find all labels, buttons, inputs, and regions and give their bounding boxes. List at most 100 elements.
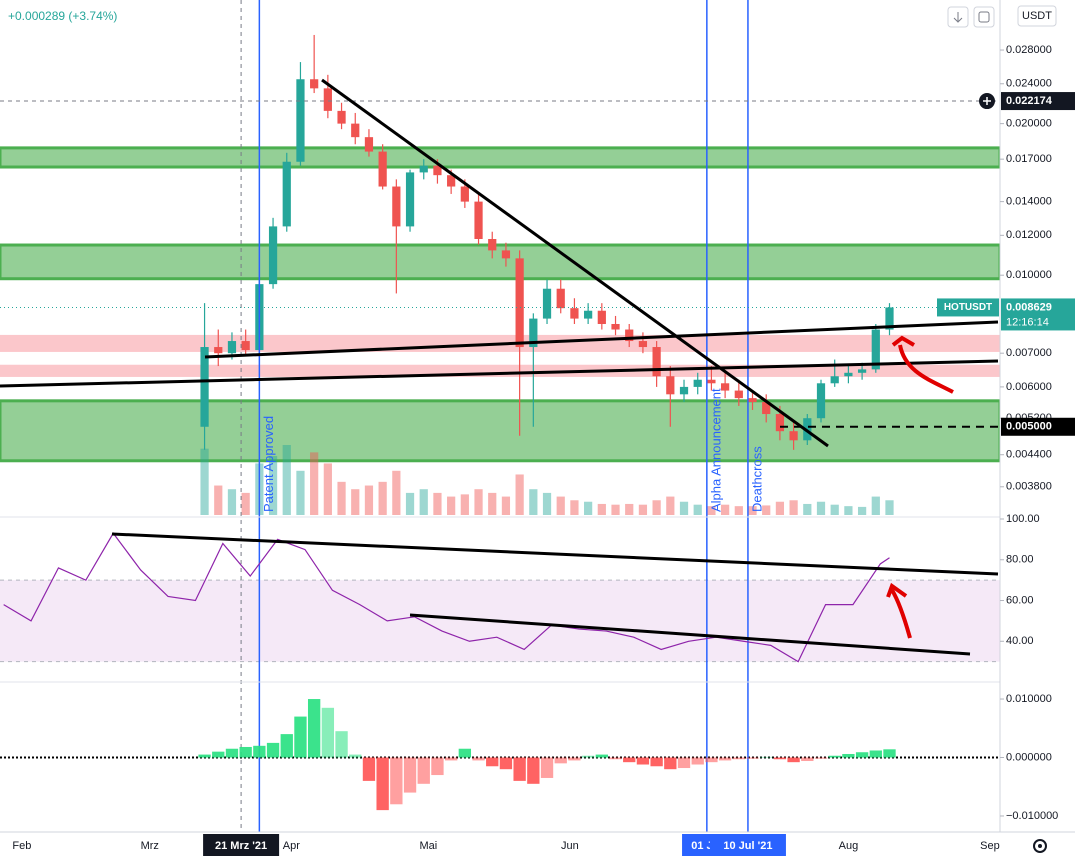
candle-body <box>542 288 552 319</box>
candle-body <box>227 341 237 354</box>
volume-bar <box>816 501 826 515</box>
candle-body <box>296 79 305 162</box>
candle-body <box>529 318 538 348</box>
candle-body <box>693 379 702 387</box>
histogram-bar <box>814 757 828 759</box>
histogram-bar <box>266 742 280 758</box>
crosshair-label: 0.022174 <box>1006 95 1053 107</box>
histogram-bar <box>225 748 239 758</box>
histogram-bar <box>869 750 882 758</box>
candle-body <box>200 347 209 427</box>
x-tick-label: Aug <box>839 840 859 852</box>
histogram-bar <box>540 757 554 778</box>
candle-body <box>762 401 771 415</box>
candle-body <box>474 201 483 240</box>
volume-bar <box>405 492 415 515</box>
volume-bar <box>734 506 743 515</box>
candle-body <box>707 379 716 384</box>
histogram-bar <box>787 757 800 763</box>
volume-bar <box>652 500 661 515</box>
candle-body <box>570 308 579 319</box>
volume-bar <box>323 463 332 515</box>
candle-body <box>282 161 291 227</box>
y-tick-label: −0.010000 <box>1006 810 1058 822</box>
x-tick-label: Jun <box>561 840 579 852</box>
histogram-bar <box>253 745 266 758</box>
candle-body <box>337 110 346 124</box>
candle-body <box>611 323 620 330</box>
volume-bar <box>529 489 538 515</box>
volume-bar <box>625 503 634 515</box>
volume-bar <box>638 504 648 515</box>
histogram-bar <box>595 754 608 758</box>
candle-body <box>310 79 319 89</box>
last-price-label: 0.008629 <box>1006 301 1052 313</box>
histogram-bar <box>513 757 526 781</box>
histogram-bar <box>568 757 581 761</box>
currency-button[interactable] <box>1017 5 1057 27</box>
histogram-bar <box>828 755 841 758</box>
volume-bar <box>200 448 209 515</box>
candle-body <box>734 390 743 399</box>
drawings <box>0 78 999 656</box>
settings-button[interactable] <box>1033 839 1047 853</box>
candle-body <box>214 347 223 354</box>
candle-body <box>885 307 894 330</box>
zone <box>0 399 1002 463</box>
event-label: Deathcross <box>749 446 764 512</box>
candle-body <box>488 239 497 251</box>
candle-body <box>789 431 798 441</box>
y-tick-label: 0.006000 <box>1006 381 1052 393</box>
trend-line <box>409 613 971 656</box>
histogram-bar <box>472 757 485 761</box>
candle-body <box>405 172 415 227</box>
volume-bar <box>789 500 798 515</box>
volume-bar <box>666 496 675 515</box>
candle-body <box>638 341 648 348</box>
histogram-bar <box>623 757 636 763</box>
last-price-box <box>1001 298 1075 331</box>
axes: 0.028000 0.024000 0.020000 0.017000 0.014000… <box>12 44 1075 856</box>
histogram-bar <box>773 757 787 760</box>
candle-body <box>816 383 826 419</box>
candle-body <box>844 372 853 377</box>
price-change: +0.000289 (+3.74%) <box>8 9 117 23</box>
histogram-bar <box>705 757 718 763</box>
histogram-bar <box>499 757 513 770</box>
x-tick-label: Sep <box>980 840 1000 852</box>
volume-bar <box>227 489 237 515</box>
candle-body <box>625 329 634 342</box>
rsi-line <box>3 532 890 663</box>
candle-body <box>830 376 839 384</box>
candle-body <box>364 137 374 152</box>
fullscreen-button[interactable] <box>973 6 995 28</box>
trend-line <box>321 78 829 448</box>
volume-bar <box>803 503 812 515</box>
histogram-bar <box>417 757 430 784</box>
price-axis-background <box>1000 0 1075 832</box>
histogram-bar <box>581 755 595 758</box>
y-tick-label: 80.00 <box>1006 554 1034 566</box>
trend-line <box>0 359 999 388</box>
volume-bar <box>597 503 606 515</box>
volume-bar <box>501 496 511 515</box>
volume-bar <box>337 481 346 515</box>
volume-bar <box>748 506 757 515</box>
volume-bar <box>447 496 456 515</box>
histogram-bar <box>431 757 444 776</box>
candle-body <box>597 310 606 324</box>
histogram-bar <box>691 757 704 765</box>
candle-body <box>433 165 442 176</box>
histogram-bar <box>732 757 745 760</box>
histogram-bar <box>554 757 567 764</box>
candle-body <box>351 123 360 138</box>
histogram-bar <box>746 757 759 759</box>
histogram-bar <box>486 757 499 767</box>
plot: Patent Approved Alpha Announcement Deathcr… <box>0 0 1000 832</box>
icon <box>1038 844 1042 848</box>
candle-body <box>748 398 757 402</box>
candle-body <box>584 310 593 319</box>
y-tick-label: 0.010000 <box>1006 693 1052 705</box>
y-tick-label: 0.014000 <box>1006 196 1052 208</box>
